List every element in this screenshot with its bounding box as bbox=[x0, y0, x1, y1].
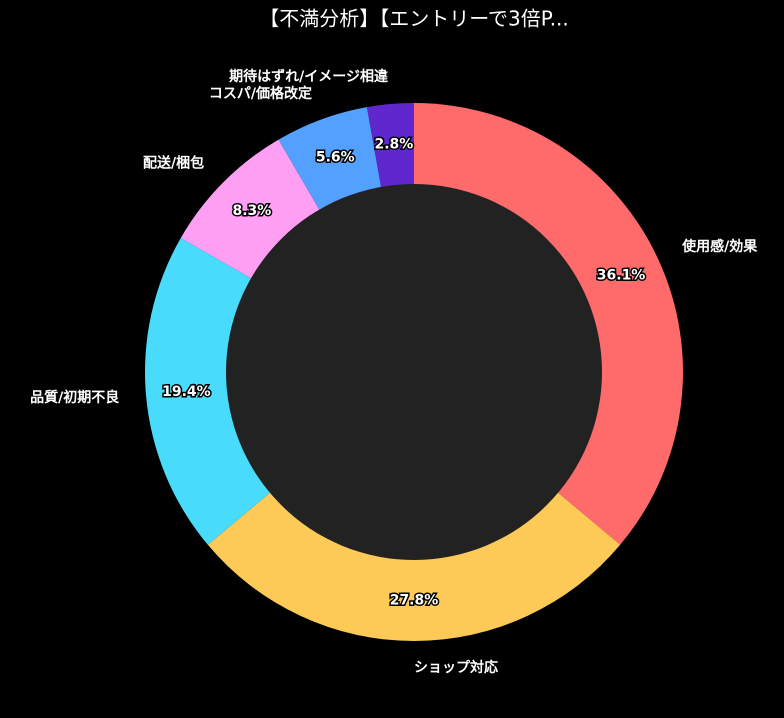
slice-label: ショップ対応 bbox=[414, 659, 498, 676]
slice-label: コスパ/価格改定 bbox=[209, 85, 312, 102]
value-label: 5.6% bbox=[316, 149, 355, 165]
donut-hole bbox=[226, 184, 602, 560]
value-label: 2.8% bbox=[375, 136, 414, 152]
value-label: 27.8% bbox=[390, 593, 439, 609]
value-label: 36.1% bbox=[597, 267, 646, 283]
value-label: 19.4% bbox=[162, 384, 211, 400]
slice-label: 品質/初期不良 bbox=[30, 389, 119, 406]
slice-label: 使用感/効果 bbox=[681, 238, 758, 255]
chart-title: 【不満分析】【エントリーで3倍P... bbox=[259, 7, 569, 31]
value-label: 8.3% bbox=[233, 203, 272, 219]
slice-label: 配送/梱包 bbox=[143, 154, 204, 171]
slice-label: 期待はずれ/イメージ相違 bbox=[229, 68, 388, 85]
